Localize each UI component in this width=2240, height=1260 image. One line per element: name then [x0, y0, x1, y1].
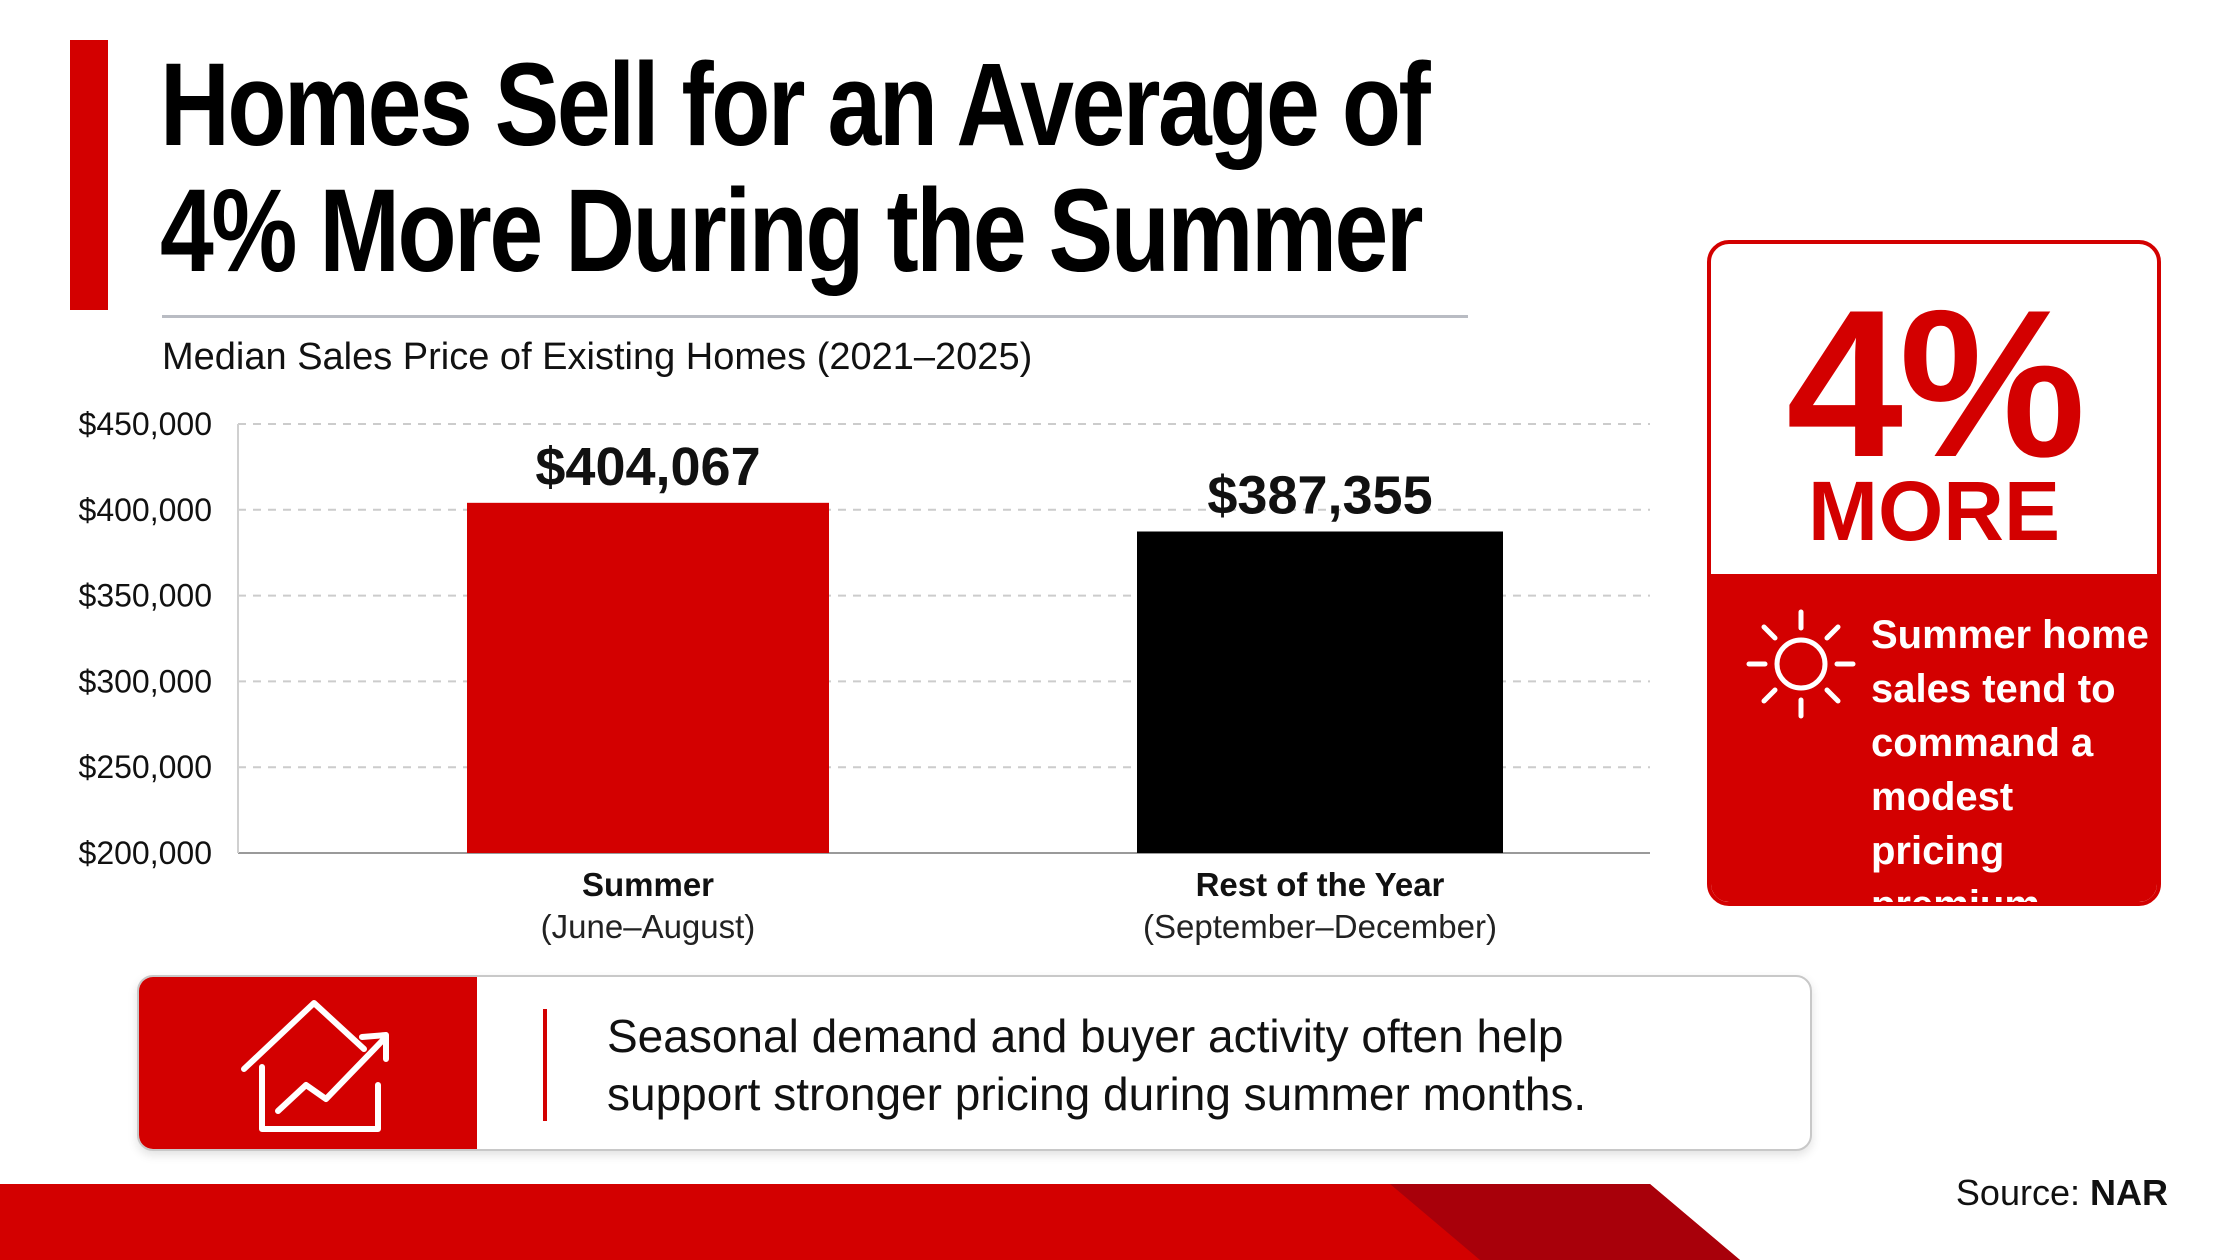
bar: [467, 502, 829, 853]
y-tick-label: $350,000: [79, 578, 212, 614]
callout-box: Seasonal demand and buyer activity often…: [137, 975, 1812, 1151]
title-accent-bar: [70, 40, 108, 310]
stat-description: Summer home sales tend to command a mode…: [1871, 613, 2149, 906]
title-line-2: 4% More During the Summer: [160, 165, 1424, 297]
y-tick-label: $200,000: [79, 835, 212, 871]
callout-divider: [543, 1009, 547, 1121]
x-category-sublabel: (June–August): [541, 908, 756, 945]
bar-chart: $450,000 $400,000 $350,000 $300,000 $250,000…: [79, 406, 1650, 945]
bar-value-label: $387,355: [1207, 465, 1432, 525]
stat-card-header: 4% MORE: [1711, 244, 2157, 574]
house-trend-icon: [241, 1000, 389, 1132]
title-divider: [162, 315, 1468, 318]
stat-figure-label: MORE: [1808, 464, 2060, 558]
callout-icon-panel: [139, 977, 477, 1149]
stat-card: 4% MORE Summer home sales tend to comman…: [1707, 240, 2161, 906]
y-tick-label: $300,000: [79, 663, 212, 699]
y-axis-ticks: $450,000 $400,000 $350,000 $300,000 $250,000…: [79, 406, 212, 871]
sun-icon: [1746, 609, 1856, 719]
callout-text: Seasonal demand and buyer activity often…: [607, 1007, 1787, 1123]
callout-line-1: Seasonal demand and buyer activity often…: [607, 1010, 1564, 1062]
chart-title: Median Sales Price of Existing Homes (20…: [162, 336, 1033, 378]
source-name: NAR: [2090, 1172, 2168, 1213]
page-title: Homes Sell for an Average of 4% More Dur…: [160, 39, 1431, 297]
y-tick-label: $250,000: [79, 749, 212, 785]
source-note: Source: NAR: [1956, 1172, 2168, 1214]
bar: [1137, 531, 1503, 853]
x-category-label: Rest of the Year: [1196, 866, 1445, 903]
bar-value-label: $404,067: [535, 437, 760, 497]
x-category-label: Summer: [582, 866, 714, 903]
chart-bars: [467, 502, 1503, 853]
stat-card-body: Summer home sales tend to command a mode…: [1711, 574, 2157, 906]
source-label: Source:: [1955, 1172, 2080, 1213]
x-category-sublabel: (September–December): [1143, 908, 1497, 945]
footer-band: [0, 1184, 1740, 1260]
callout-line-2: support stronger pricing during summer m…: [607, 1068, 1587, 1120]
title-line-1: Homes Sell for an Average of: [160, 39, 1431, 171]
chart-labels: $404,067 Summer (June–August) $387,355 Rest …: [535, 437, 1497, 945]
y-tick-label: $400,000: [79, 492, 212, 528]
stat-figure: 4%: [1786, 266, 2086, 501]
y-tick-label: $450,000: [79, 406, 212, 442]
